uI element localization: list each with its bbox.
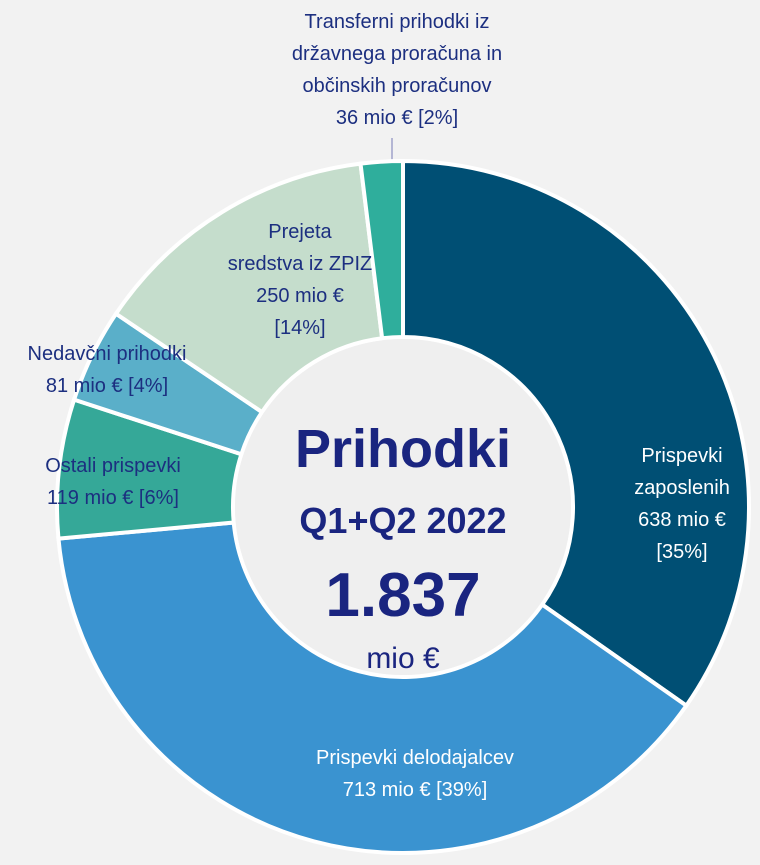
slice <box>358 158 405 341</box>
slice-value-label: 119 mio € [6%] <box>47 487 179 509</box>
slice-label: Transferni prihodki iz državnega proraču… <box>291 11 503 97</box>
slice-label: Prejeta sredstva iz ZPIZ <box>227 221 373 275</box>
total-unit: mio € <box>366 642 440 675</box>
slice-value-label: 81 mio € [4%] <box>45 375 169 397</box>
slice-value-label: 713 mio € [39%] <box>342 779 488 801</box>
slice-label: Prispevki delodajalcev <box>316 747 514 769</box>
slice <box>401 158 751 709</box>
slice-value-label: 638 mio € [35%] <box>638 509 726 563</box>
slice-value-label: 36 mio € [2%] <box>335 107 459 129</box>
slice-label: Nedavčni prihodki <box>27 343 187 365</box>
slice <box>113 161 385 415</box>
slice-label: Prispevki zaposlenih <box>634 445 730 499</box>
slice-label: Ostali prispevki <box>45 455 181 477</box>
total: 1.837 <box>325 561 481 630</box>
center-title: Prihodki <box>294 419 512 479</box>
center-disc <box>235 339 571 675</box>
slice-value-label: 250 mio € [14%] <box>256 285 344 339</box>
slice <box>56 520 690 855</box>
center-subtitle: Q1+Q2 2022 <box>299 500 507 541</box>
